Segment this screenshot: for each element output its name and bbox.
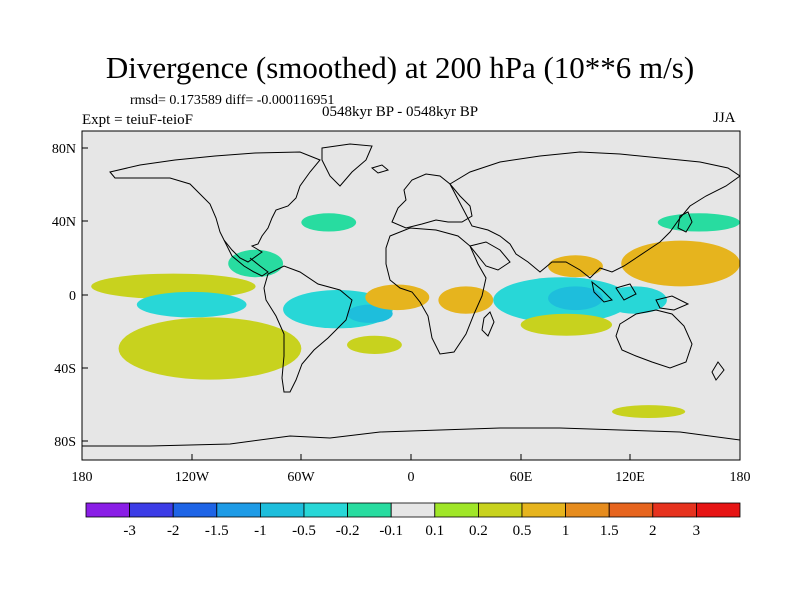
region-africa-positive (438, 286, 494, 314)
coast-new-guinea (655, 295, 690, 311)
colorbar-swatch (172, 502, 218, 518)
coast-europe (391, 173, 473, 229)
region-central-america-negative (228, 249, 284, 278)
experiment-label: Expt = teiuF-teioF (82, 112, 193, 128)
colorbar-swatch (216, 502, 261, 518)
x-tick-label: 0 (408, 470, 415, 485)
coast-asia (449, 151, 740, 279)
region-east-pacific-tropical-positive (91, 273, 256, 300)
region-southern-ocean-positive (612, 405, 686, 418)
coast-south-america (263, 265, 353, 393)
coast-sumatra (591, 280, 613, 303)
colorbar-label: 0.5 (513, 523, 532, 539)
coast-madagascar (481, 311, 495, 337)
colorbar-label: 1 (562, 523, 570, 539)
coast-australia (615, 309, 693, 369)
period-label: 0548kyr BP - 0548kyr BP (322, 104, 479, 120)
divergence-field (91, 213, 740, 418)
region-north-atlantic-negative (301, 213, 357, 232)
coast-greenland (321, 143, 373, 187)
coast-north-america (109, 151, 321, 263)
colorbar-swatch (521, 502, 566, 518)
colorbar-swatch (347, 502, 392, 518)
region-tropical-pacific-negative (136, 291, 247, 318)
coastlines (82, 143, 740, 447)
colorbar-label: -1 (254, 523, 267, 539)
colorbar-swatch (434, 502, 479, 518)
colorbar-swatch (390, 502, 436, 518)
x-tick-label: 120E (615, 470, 645, 485)
colorbar-label: -3 (123, 523, 136, 539)
colorbar-label: -2 (167, 523, 180, 539)
colorbar-swatch (477, 502, 523, 518)
x-tick-label: 60E (510, 470, 533, 485)
y-tick-label: 40S (54, 362, 76, 377)
colorbar-label: 3 (693, 523, 701, 539)
map-title: Divergence (smoothed) at 200 hPa (10**6 … (105, 50, 695, 85)
coast-central-america (223, 239, 269, 277)
region-bay-of-bengal-positive (548, 255, 603, 278)
coast-arabia (469, 241, 511, 271)
colorbar-label: 2 (649, 523, 657, 539)
colorbar-swatch (259, 502, 305, 518)
colorbar-label: 0.1 (425, 523, 444, 539)
region-south-atlantic-positive (347, 335, 402, 354)
colorbar-label: 0.2 (469, 523, 488, 539)
coast-africa (385, 227, 487, 355)
colorbar-swatch (608, 502, 654, 518)
y-axis: 80N 40N 0 40S 80S (52, 142, 88, 450)
x-tick-label: 60W (287, 470, 315, 485)
colorbar-swatch (652, 502, 697, 518)
colorbar-label: -0.2 (336, 523, 360, 539)
colorbar-label: 1.5 (600, 523, 619, 539)
region-south-pacific-positive-outer (118, 317, 302, 380)
y-tick-label: 80N (52, 142, 76, 157)
colorbar: -3 -2 -1.5 -1 -0.5 -0.2 -0.1 0.1 0.2 0.5 1 1.5 2 3 (85, 502, 741, 539)
region-north-pacific-negative (657, 213, 740, 232)
colorbar-label: -0.5 (292, 523, 316, 539)
coast-japan (677, 211, 693, 233)
x-tick-label: 120W (175, 470, 210, 485)
colorbar-swatch (303, 502, 348, 518)
coast-new-zealand (711, 361, 725, 381)
rmsd-diff-stats: rmsd= 0.173589 diff= -0.000116951 (130, 93, 335, 108)
x-tick-label: 180 (72, 470, 93, 485)
coast-borneo (615, 283, 637, 301)
y-tick-label: 0 (69, 289, 76, 304)
colorbar-swatch (129, 502, 174, 518)
x-tick-label: 180 (730, 470, 751, 485)
coast-iceland (370, 164, 390, 174)
y-tick-label: 40N (52, 215, 76, 230)
season-label: JJA (713, 110, 736, 126)
region-indian-ocean-negative-core (548, 286, 603, 311)
colorbar-swatch (696, 502, 741, 518)
colorbar-swatch (85, 502, 130, 518)
colorbar-label: -1.5 (205, 523, 229, 539)
colorbar-swatch (565, 502, 610, 518)
region-west-pacific-positive (621, 240, 740, 287)
colorbar-label: -0.1 (379, 523, 403, 539)
region-south-atlantic-negative-core (347, 304, 393, 323)
coast-antarctica (82, 427, 740, 447)
region-tropical-atlantic-positive (365, 284, 430, 311)
x-axis: 180 120W 60W 0 60E 120E 180 (72, 454, 751, 485)
y-tick-label: 80S (54, 435, 76, 450)
region-south-indian-positive (520, 313, 613, 336)
